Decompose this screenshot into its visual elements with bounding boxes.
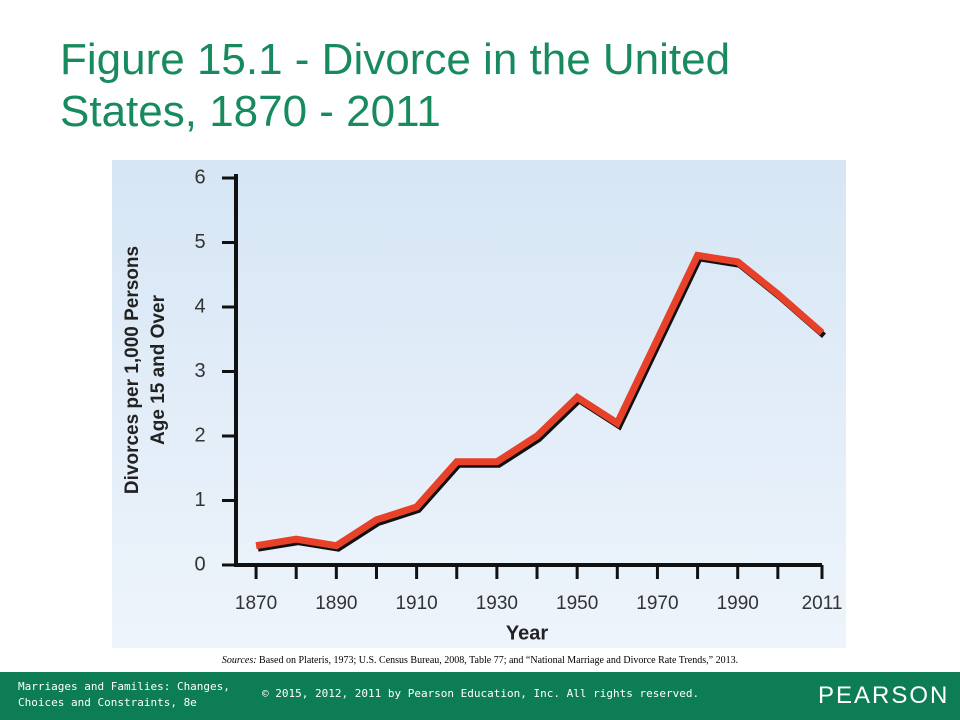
footer: Marriages and Families: Changes, Choices… <box>0 672 960 720</box>
x-tick-label: 1930 <box>476 593 518 614</box>
y-tick-label: 3 <box>194 360 205 382</box>
chart: Sources: Based on Plateris, 1973; U.S. C… <box>112 160 846 666</box>
source-text: Based on Plateris, 1973; U.S. Census Bur… <box>259 655 738 666</box>
copyright: © 2015, 2012, 2011 by Pearson Education,… <box>262 687 700 700</box>
x-tick-label: 2011 <box>802 593 843 614</box>
publisher: PEARSON <box>818 682 950 709</box>
x-tick-label: 1870 <box>235 593 277 614</box>
slide-title: Figure 15.1 - Divorce in the United Stat… <box>60 34 730 138</box>
y-tick-label: 0 <box>194 553 205 575</box>
y-axis-label: Age 15 and Over <box>148 294 169 445</box>
data-line <box>255 251 825 550</box>
x-tick-label: 1950 <box>556 593 598 614</box>
book-line: Marriages and Families: Changes, <box>18 680 230 693</box>
y-tick-label: 2 <box>194 424 205 446</box>
x-tick-label: 1890 <box>315 593 357 614</box>
x-axis-label: Year <box>506 622 548 644</box>
y-tick-label: 4 <box>194 295 205 317</box>
source-label: Sources: <box>222 655 257 666</box>
x-tick-label: 1910 <box>395 593 437 614</box>
book-title: Marriages and Families: Changes, Choices… <box>18 679 230 711</box>
y-tick-label: 6 <box>194 166 205 188</box>
book-line: Choices and Constraints, 8e <box>18 696 197 709</box>
y-axis-label: Divorces per 1,000 Persons <box>122 246 143 494</box>
chart-background <box>112 160 846 648</box>
title-line: States, 1870 - 2011 <box>60 87 441 136</box>
x-tick-label: 1970 <box>636 593 678 614</box>
source-note: Sources: Based on Plateris, 1973; U.S. C… <box>222 655 738 666</box>
x-tick-label: 1990 <box>717 593 759 614</box>
y-tick-label: 1 <box>194 489 205 511</box>
title-line: Figure 15.1 - Divorce in the United <box>60 35 731 84</box>
y-tick-label: 5 <box>194 231 205 253</box>
